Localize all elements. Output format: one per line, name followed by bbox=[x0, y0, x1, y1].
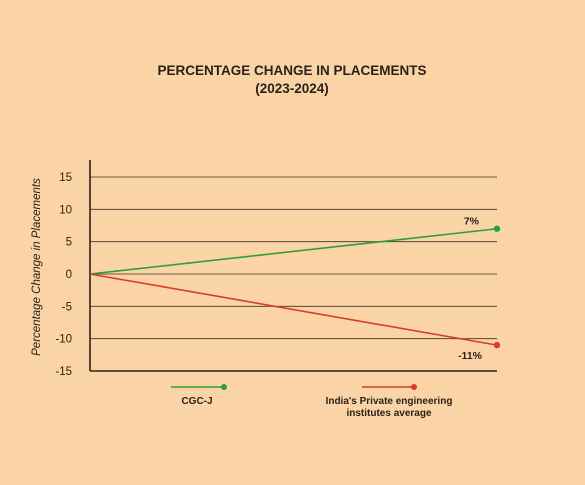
data-label-1: -11% bbox=[458, 350, 483, 362]
y-tick-label: -5 bbox=[62, 301, 72, 313]
y-tick-label: 10 bbox=[59, 204, 72, 216]
legend-label: CGC-J bbox=[181, 396, 212, 407]
chart-subtitle: (2023-2024) bbox=[255, 81, 329, 96]
legend: CGC-J India's Private engineeringinstitut… bbox=[171, 384, 452, 419]
chart-title: PERCENTAGE CHANGE IN PLACEMENTS bbox=[157, 63, 426, 78]
legend-label: institutes average bbox=[346, 408, 431, 419]
y-tick-label: -15 bbox=[55, 366, 72, 378]
series-line-0 bbox=[89, 227, 498, 275]
y-tick-label: 5 bbox=[66, 237, 72, 249]
series-layer: 7% -11% bbox=[89, 216, 501, 362]
grid-layer bbox=[90, 176, 497, 340]
y-tick-label: 15 bbox=[59, 172, 72, 184]
legend-swatch-dot-1 bbox=[411, 384, 417, 390]
data-label-0: 7% bbox=[464, 216, 480, 228]
legend-label: India's Private engineering bbox=[326, 396, 453, 407]
y-tick-label: 0 bbox=[66, 269, 72, 281]
series-end-point-1 bbox=[493, 341, 501, 349]
legend-swatch-dot-0 bbox=[221, 384, 227, 390]
y-axis-label: Percentage Change in Placements bbox=[31, 178, 43, 356]
axis-layer: 15 10 5 0 -5 -10 -15 bbox=[55, 160, 497, 378]
y-tick-label: -10 bbox=[55, 334, 72, 346]
series-line-1 bbox=[89, 273, 498, 346]
series-end-point-0 bbox=[493, 225, 501, 232]
